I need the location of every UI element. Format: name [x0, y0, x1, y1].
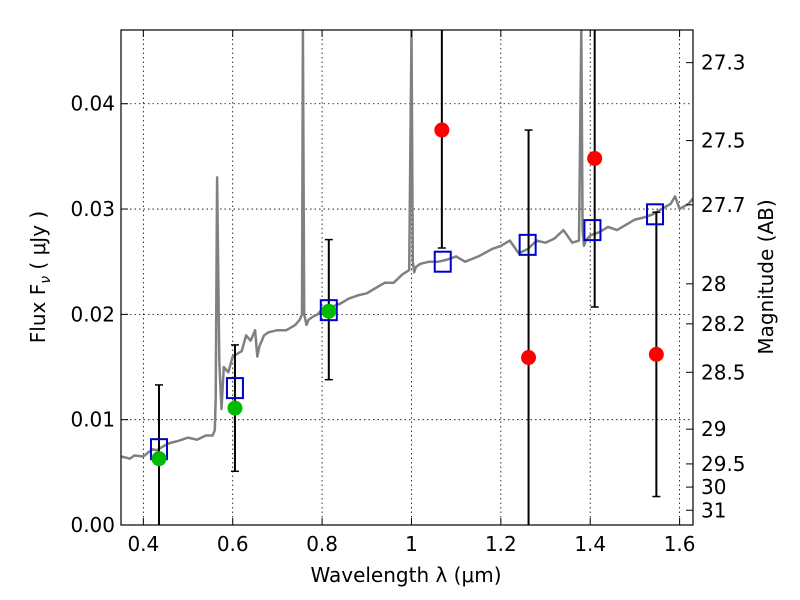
magnitude-tick-label: 28 — [701, 272, 726, 296]
y-axis-title-main: Flux F — [26, 284, 50, 343]
detection-point-green — [227, 400, 243, 416]
model-photometry-square — [225, 377, 244, 400]
y-tick-label: 0.04 — [70, 92, 115, 116]
axis-ticks: 0.4 0.6 0.8 1 1.2 1.4 1.6 0.00 0.01 0.02 0.03 0.04 2… — [70, 30, 746, 556]
magnitude-tick-label: 29.5 — [701, 452, 746, 476]
measurement-point-red — [434, 122, 450, 138]
y-tick-label: 0.01 — [70, 408, 115, 432]
y-tick-label: 0.02 — [70, 302, 115, 326]
y-axis-title-sub: ν — [38, 276, 54, 284]
magnitude-tick-label: 27.7 — [701, 193, 746, 217]
measurement-point-red — [521, 350, 537, 366]
magnitude-tick-label: 27.3 — [701, 51, 746, 75]
magnitude-tick-label: 30 — [701, 475, 726, 499]
data-markers — [149, 122, 665, 467]
x-tick-label: 0.6 — [217, 532, 249, 556]
y-axis-title: Flux Fν ( μJy ) — [26, 211, 54, 343]
magnitude-tick-label: 27.5 — [701, 129, 746, 153]
model-photometry-square — [319, 299, 338, 322]
x-tick-label: 0.8 — [306, 532, 338, 556]
x-tick-label: 0.4 — [127, 532, 159, 556]
y-tick-label: 0.00 — [70, 513, 115, 537]
magnitude-tick-label: 31 — [701, 498, 726, 522]
magnitude-axis-title: Magnitude (AB) — [754, 199, 778, 354]
measurement-point-red — [648, 346, 664, 362]
y-axis-title-unit: ( μJy ) — [26, 211, 50, 276]
model-photometry-square — [518, 233, 537, 256]
model-photometry-square — [433, 250, 452, 273]
magnitude-tick-label: 28.2 — [701, 312, 746, 336]
spectrum-line — [121, 30, 693, 460]
model-photometry-square — [583, 219, 602, 242]
detection-point-green — [151, 451, 167, 467]
magnitude-tick-label: 29 — [701, 417, 726, 441]
detection-point-green — [321, 303, 337, 319]
x-tick-label: 1.4 — [574, 532, 606, 556]
plot-area — [121, 30, 693, 460]
plot-frame — [120, 29, 694, 526]
x-tick-label: 1.6 — [664, 532, 696, 556]
magnitude-tick-label: 28.5 — [701, 360, 746, 384]
x-axis-title: Wavelength λ (μm) — [310, 563, 501, 587]
y-tick-label: 0.03 — [70, 197, 115, 221]
x-tick-label: 1.2 — [485, 532, 517, 556]
x-tick-label: 1 — [405, 532, 418, 556]
model-photometry-square — [646, 203, 665, 226]
measurement-point-red — [587, 150, 603, 166]
